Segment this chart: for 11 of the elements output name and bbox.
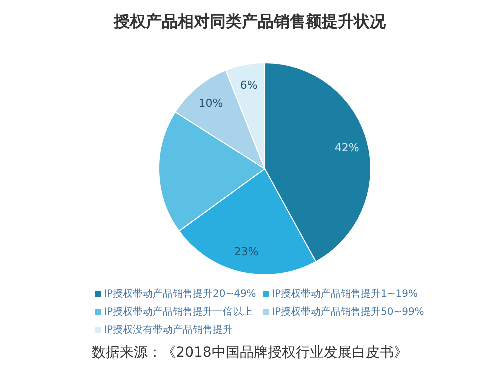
legend-label: IP授权带动产品销售提升一倍以上: [103, 306, 254, 319]
legend-label: IP授权没有带动产品销售提升: [103, 324, 234, 337]
source-note: 数据来源：《2018中国品牌授权行业发展白皮书》: [91, 344, 409, 362]
data-label: 42%: [334, 141, 360, 154]
legend-label: IP授权带动产品销售提升1~19%: [271, 288, 419, 301]
data-label: 10%: [198, 97, 224, 110]
chart-title: 授权产品相对同类产品销售额提升状况: [112, 12, 387, 33]
legend-label: IP授权带动产品销售提升50~99%: [271, 306, 426, 319]
legend-label: IP授权带动产品销售提升20~49%: [103, 288, 258, 301]
data-label: 23%: [234, 245, 259, 258]
data-label: 6%: [240, 79, 258, 92]
